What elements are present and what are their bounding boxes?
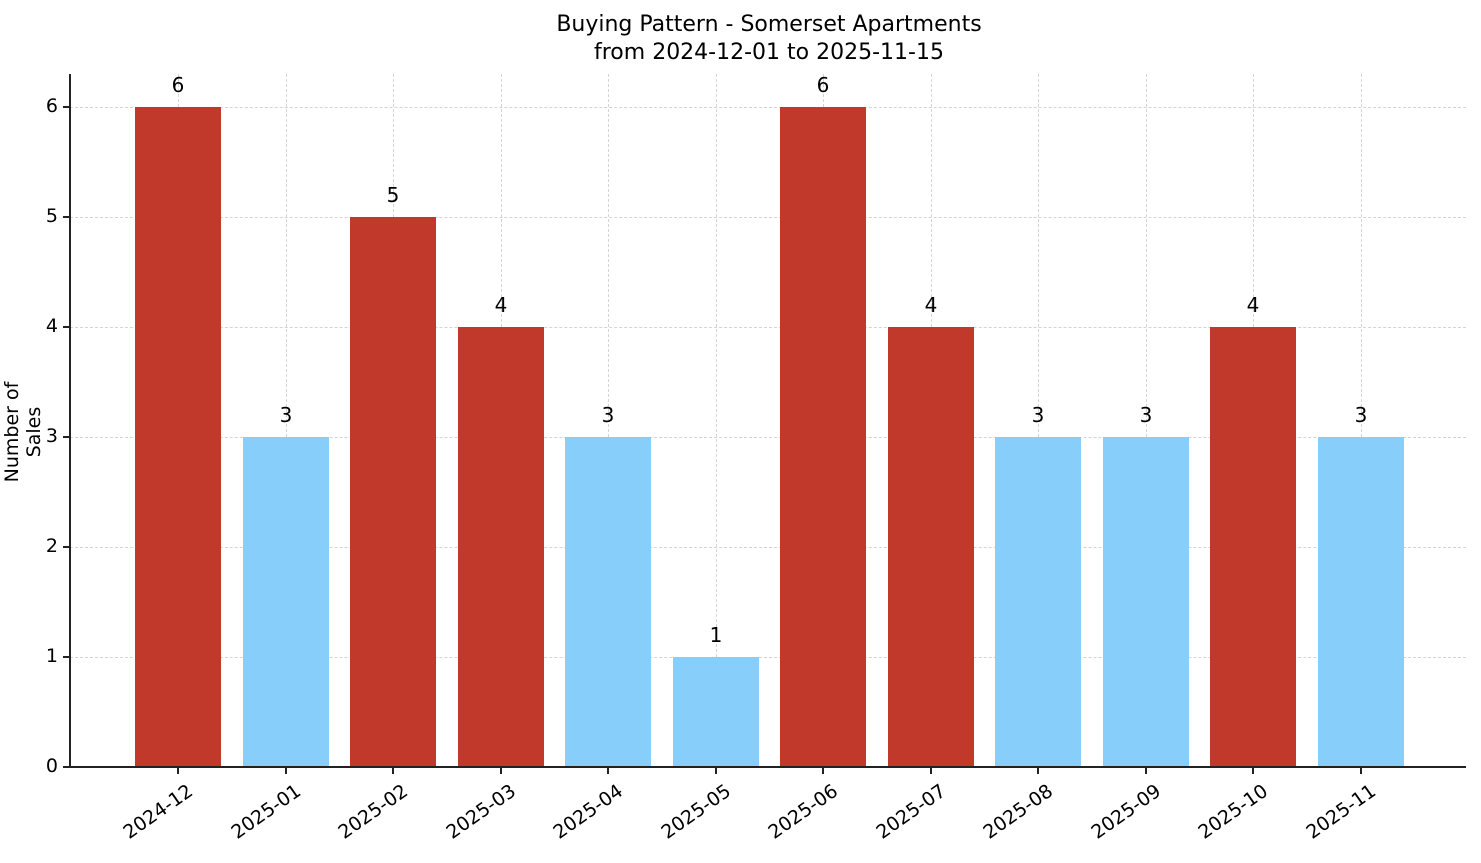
x-tick-mark (1360, 767, 1362, 774)
x-tick-mark (285, 767, 287, 774)
value-label: 3 (1139, 403, 1153, 427)
v-gridline (1361, 74, 1362, 767)
bar-2025-03 (458, 327, 544, 767)
value-label: 3 (1031, 403, 1045, 427)
x-tick-label: 2024-12 (119, 780, 198, 844)
bar-2025-04 (565, 437, 651, 767)
y-tick-mark (63, 106, 69, 108)
v-gridline (286, 74, 287, 767)
bar-2025-07 (888, 327, 974, 767)
y-tick-label: 2 (45, 535, 58, 557)
x-tick-label: 2025-03 (442, 780, 521, 844)
value-label: 3 (279, 403, 293, 427)
x-tick-label: 2025-08 (979, 780, 1058, 844)
x-tick-mark (1252, 767, 1254, 774)
x-tick-mark (1037, 767, 1039, 774)
bar-2025-11 (1318, 437, 1404, 767)
x-tick-label: 2025-01 (227, 780, 306, 844)
value-label: 4 (494, 293, 508, 317)
y-tick-label: 6 (45, 95, 58, 117)
y-tick-mark (63, 216, 69, 218)
bar-2025-06 (780, 107, 866, 767)
x-tick-label: 2025-11 (1302, 780, 1381, 844)
value-label: 6 (816, 73, 830, 97)
value-label: 5 (386, 183, 400, 207)
chart-title: Buying Pattern - Somerset Apartments (556, 12, 982, 37)
v-gridline (608, 74, 609, 767)
v-gridline (1146, 74, 1147, 767)
y-tick-mark (63, 326, 69, 328)
y-tick-label: 1 (45, 645, 58, 667)
value-label: 1 (709, 623, 723, 647)
y-tick-label: 0 (45, 755, 58, 777)
h-gridline (70, 547, 1466, 548)
x-tick-label: 2025-02 (334, 780, 413, 844)
bar-2025-02 (350, 217, 436, 767)
x-tick-mark (607, 767, 609, 774)
x-tick-mark (715, 767, 717, 774)
chart-subtitle: from 2024-12-01 to 2025-11-15 (594, 40, 944, 65)
h-gridline (70, 327, 1466, 328)
bar-2025-05 (673, 657, 759, 767)
y-tick-label: 4 (45, 315, 58, 337)
y-tick-label: 3 (45, 425, 58, 447)
y-tick-mark (63, 656, 69, 658)
bar-2025-09 (1103, 437, 1189, 767)
y-axis-line (69, 74, 71, 768)
x-tick-mark (500, 767, 502, 774)
v-gridline (716, 74, 717, 767)
x-tick-mark (930, 767, 932, 774)
x-tick-label: 2025-04 (549, 780, 628, 844)
value-label: 6 (171, 73, 185, 97)
bar-2025-01 (243, 437, 329, 767)
x-tick-label: 2025-10 (1194, 780, 1273, 844)
x-tick-mark (392, 767, 394, 774)
x-axis-line (69, 766, 1466, 768)
x-tick-mark (177, 767, 179, 774)
y-tick-label: 5 (45, 205, 58, 227)
y-tick-mark (63, 766, 69, 768)
value-label: 3 (601, 403, 615, 427)
x-tick-label: 2025-09 (1087, 780, 1166, 844)
y-tick-mark (63, 436, 69, 438)
x-tick-label: 2025-07 (872, 780, 951, 844)
x-tick-mark (822, 767, 824, 774)
value-label: 3 (1354, 403, 1368, 427)
h-gridline (70, 437, 1466, 438)
h-gridline (70, 657, 1466, 658)
value-label: 4 (1246, 293, 1260, 317)
bar-2024-12 (135, 107, 221, 767)
x-tick-label: 2025-05 (657, 780, 736, 844)
bar-2025-08 (995, 437, 1081, 767)
v-gridline (1038, 74, 1039, 767)
x-tick-mark (1145, 767, 1147, 774)
h-gridline (70, 107, 1466, 108)
value-label: 4 (924, 293, 938, 317)
h-gridline (70, 217, 1466, 218)
x-tick-label: 2025-06 (764, 780, 843, 844)
bar-2025-10 (1210, 327, 1296, 767)
y-tick-mark (63, 546, 69, 548)
y-axis-title: Number of Sales (1, 381, 45, 483)
